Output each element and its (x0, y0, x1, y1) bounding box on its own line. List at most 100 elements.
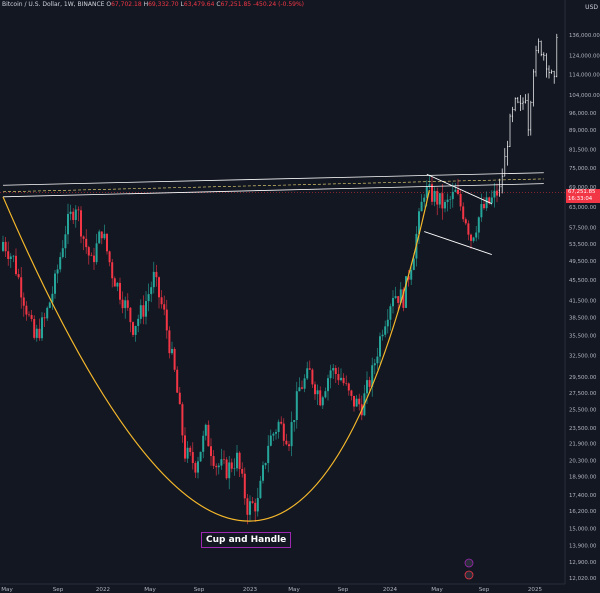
candle-body (147, 294, 150, 302)
candle-body (215, 465, 218, 468)
candle-body (246, 498, 249, 515)
candle-body (46, 307, 49, 319)
candle-body (181, 404, 184, 436)
candle-body (451, 191, 454, 200)
candle-body (38, 328, 41, 339)
candle-body (59, 257, 62, 270)
candle-body (150, 287, 153, 295)
candle-body (379, 336, 381, 357)
candle-body (412, 258, 415, 270)
candle-body (444, 202, 446, 209)
candle-body (321, 397, 324, 406)
candle-body (381, 334, 384, 337)
candle-body (178, 392, 181, 405)
candle-body (90, 255, 93, 257)
candle-body (85, 238, 88, 248)
x-tick-label: 2024 (383, 587, 398, 593)
candle-body (9, 256, 12, 260)
x-tick-label: May (288, 587, 300, 593)
candle-body (407, 276, 410, 280)
candle-body (262, 465, 264, 481)
candle-body (397, 296, 400, 303)
y-tick-label: 45,500.00 (569, 278, 597, 284)
y-tick-label: 41,500.00 (569, 299, 597, 305)
candle-body (152, 271, 155, 288)
candle-body (290, 422, 293, 447)
candle-body (217, 465, 220, 468)
candle-body (129, 307, 132, 323)
candle-body (355, 398, 358, 407)
candle-body (298, 387, 301, 392)
candle-body (425, 186, 428, 198)
candle-body (488, 197, 491, 204)
candle-body (386, 319, 389, 327)
y-tick-label: 38,500.00 (569, 315, 597, 321)
rim-lower-line (2, 183, 544, 198)
candle-body (145, 301, 147, 317)
candle-body (54, 273, 56, 294)
candle-body (433, 190, 436, 202)
y-tick-label: 17,400.00 (569, 493, 597, 499)
candle-body (459, 193, 462, 207)
ohlc-change: -450.24 (-0.59%) (253, 1, 305, 8)
candle-body (142, 305, 145, 317)
candle-body (139, 305, 142, 319)
candle-body (332, 368, 335, 371)
handle-lower-line (424, 231, 492, 255)
candle-body (480, 204, 483, 218)
y-tick-label: 12,900.00 (569, 560, 597, 566)
candle-body (467, 223, 470, 235)
candle-body (293, 420, 296, 423)
candle-body (402, 289, 405, 308)
candle-body (158, 277, 160, 298)
candle-body (420, 201, 423, 212)
candle-body (95, 243, 98, 263)
candle-body (462, 206, 465, 220)
candle-body (477, 217, 480, 233)
cup-and-handle-label: Cup and Handle (201, 532, 292, 548)
y-tick-label: 69,000.00 (569, 185, 597, 191)
candle-body (12, 255, 15, 257)
candle-body (225, 459, 228, 479)
candle-body (464, 219, 467, 224)
candle-body (210, 446, 212, 457)
x-tick-label: 2023 (243, 587, 258, 593)
y-tick-label: 12,020.00 (569, 576, 597, 582)
candle-body (64, 234, 67, 249)
candle-body (334, 368, 337, 375)
candle-body (48, 302, 51, 308)
candle-body (212, 456, 215, 466)
candle-body (423, 197, 426, 202)
bar-timer-tag: 16:33:04 (566, 196, 600, 203)
ohlc-high: H69,332.70 (143, 1, 179, 8)
candle-body (285, 440, 288, 445)
candle-body (275, 431, 277, 434)
candle-body (301, 387, 303, 389)
candle-body (340, 377, 342, 381)
candle-body (410, 269, 413, 280)
candle-body (418, 211, 420, 234)
candle-body (15, 255, 17, 275)
y-tick-label: 57,500.00 (569, 226, 597, 232)
candle-body (168, 330, 171, 354)
candle-body (358, 398, 361, 405)
candle-body (438, 193, 441, 205)
candle-body (67, 213, 69, 235)
candle-body (176, 369, 179, 393)
candle-body (121, 299, 124, 309)
candle-body (30, 314, 33, 320)
candle-body (264, 463, 267, 466)
candle-body (134, 325, 137, 335)
candle-body (4, 241, 7, 252)
candle-body (87, 247, 90, 256)
candle-body (199, 451, 202, 462)
candle-body (457, 189, 459, 194)
candle-body (100, 231, 103, 239)
candle-body (228, 462, 231, 479)
handle-upper-line (426, 173, 492, 205)
candle-body (132, 322, 134, 335)
candle-body (204, 424, 207, 436)
candle-body (280, 421, 283, 424)
candle-body (126, 300, 129, 308)
